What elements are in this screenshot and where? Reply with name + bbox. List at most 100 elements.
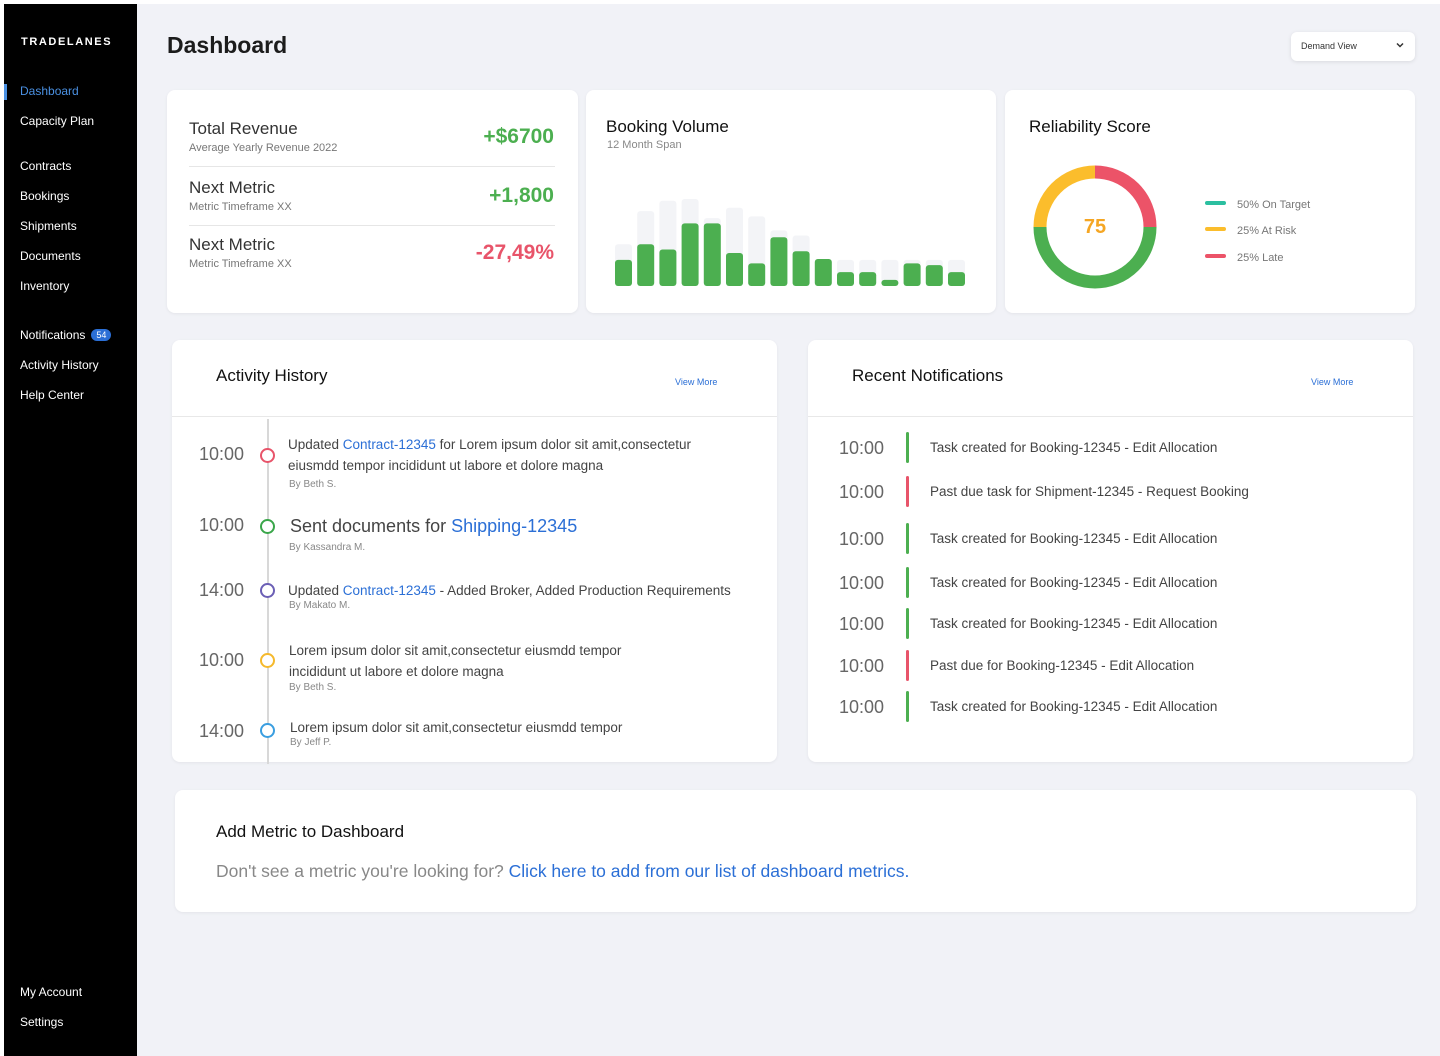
activity-text-pre: Updated [288, 437, 343, 452]
notification-text[interactable]: Task created for Booking-12345 - Edit Al… [930, 616, 1218, 631]
sidebar-item-activity-history[interactable]: Activity History [20, 358, 99, 372]
activity-time: 14:00 [199, 580, 245, 600]
notification-status-bar [906, 691, 909, 722]
activity-author: By Makato M. [289, 600, 351, 611]
bar [748, 263, 766, 286]
notification-count-badge: 54 [91, 329, 112, 341]
notification-status-bar [906, 650, 909, 681]
reliability-score-value: 75 [1083, 216, 1107, 238]
bar [837, 272, 854, 286]
activity-shipping-link[interactable]: Shipping-12345 [451, 516, 578, 536]
metric-subtitle: Average Yearly Revenue 2022 [189, 142, 338, 154]
notification-status-bar [906, 523, 909, 554]
sidebar-item-bookings[interactable]: Bookings [20, 189, 70, 203]
activity-time: 14:00 [199, 721, 245, 741]
view-select-dropdown[interactable]: Demand View [1291, 32, 1415, 61]
notification-time: 10:00 [839, 697, 885, 717]
notification-time: 10:00 [839, 614, 885, 634]
bar [770, 237, 788, 286]
notification-status-bar [906, 608, 909, 639]
activity-text-post: for Lorem ipsum dolor sit amit,consectet… [288, 437, 691, 473]
add-metric-link[interactable]: Click here to add from our list of dashb… [508, 861, 910, 881]
sidebar-item-contracts[interactable]: Contracts [20, 159, 72, 173]
metric-title: Next Metric [189, 178, 275, 197]
activity-view-more-link[interactable]: View More [675, 377, 718, 387]
panel-divider [172, 416, 777, 417]
sidebar-item-settings[interactable]: Settings [20, 1015, 64, 1029]
notification-text[interactable]: Task created for Booking-12345 - Edit Al… [930, 440, 1218, 455]
notification-text[interactable]: Task created for Booking-12345 - Edit Al… [930, 575, 1218, 590]
reliability-card: Reliability Score 75 50% On Target 25% A… [1005, 90, 1415, 313]
bar [792, 251, 810, 286]
metric-value: +$6700 [483, 125, 554, 148]
bar [925, 265, 943, 286]
view-select-value: Demand View [1301, 41, 1357, 51]
sidebar-item-capacity-plan[interactable]: Capacity Plan [20, 114, 95, 128]
metric-divider [189, 225, 555, 226]
activity-time: 10:00 [199, 515, 245, 535]
activity-contract-link[interactable]: Contract-12345 [342, 583, 436, 598]
active-nav-indicator [4, 84, 7, 100]
metric-value: -27,49% [475, 241, 554, 264]
sidebar-item-inventory[interactable]: Inventory [20, 279, 70, 293]
sidebar-item-notifications[interactable]: Notifications 54 [20, 328, 112, 342]
activity-text: Updated Contract-12345 - Added Broker, A… [288, 580, 758, 601]
app-logo: TRADELANES [21, 36, 113, 48]
activity-author: By Beth S. [289, 682, 337, 693]
activity-time: 10:00 [199, 650, 245, 670]
notification-time: 10:00 [839, 438, 885, 458]
card-title: Add Metric to Dashboard [216, 822, 405, 841]
notification-text[interactable]: Past due for Booking-12345 - Edit Alloca… [930, 658, 1195, 673]
card-title: Activity History [216, 366, 328, 385]
activity-contract-link[interactable]: Contract-12345 [342, 437, 436, 452]
add-metric-prompt: Don't see a metric you're looking for? C… [216, 861, 909, 882]
panel-divider [808, 416, 1413, 417]
legend-swatch [1205, 254, 1226, 258]
sidebar-item-my-account[interactable]: My Account [20, 985, 83, 999]
bar [903, 263, 921, 286]
donut-segment [1033, 165, 1096, 228]
page-title: Dashboard [167, 32, 288, 58]
add-metric-card: Add Metric to Dashboard Don't see a metr… [175, 790, 1416, 912]
notification-time: 10:00 [839, 573, 885, 593]
card-title: Reliability Score [1029, 117, 1151, 136]
activity-author: By Beth S. [289, 479, 337, 490]
legend-label: 50% On Target [1237, 199, 1311, 211]
notifications-view-more-link[interactable]: View More [1311, 377, 1354, 387]
chevron-down-icon [1396, 42, 1404, 48]
activity-text: Sent documents for Shipping-12345 [290, 516, 730, 537]
notification-status-bar [906, 567, 909, 598]
activity-time: 10:00 [199, 444, 245, 464]
booking-volume-card: Booking Volume 12 Month Span [586, 90, 996, 313]
sidebar-item-help-center[interactable]: Help Center [20, 388, 85, 402]
metrics-card: Total Revenue Average Yearly Revenue 202… [167, 90, 578, 313]
activity-author: By Kassandra M. [289, 542, 366, 553]
metric-subtitle: Metric Timeframe XX [189, 201, 292, 213]
notification-text[interactable]: Task created for Booking-12345 - Edit Al… [930, 531, 1218, 546]
activity-text: Lorem ipsum dolor sit amit,consectetur e… [290, 720, 623, 735]
metric-subtitle: Metric Timeframe XX [189, 258, 292, 270]
legend-item-on-target: 50% On Target [1205, 199, 1310, 211]
legend-label: 25% At Risk [1237, 225, 1297, 237]
sidebar-item-dashboard[interactable]: Dashboard [20, 84, 79, 98]
notification-time: 10:00 [839, 656, 885, 676]
card-subtitle: 12 Month Span [607, 139, 682, 151]
bar-background [881, 259, 899, 286]
notification-text[interactable]: Task created for Booking-12345 - Edit Al… [930, 699, 1218, 714]
metric-divider [189, 166, 555, 167]
sidebar-item-shipments[interactable]: Shipments [20, 219, 77, 233]
activity-text-pre: Sent documents for [290, 516, 452, 536]
metric-row-total-revenue: Total Revenue Average Yearly Revenue 202… [189, 119, 554, 154]
metric-value: +1,800 [489, 184, 554, 207]
sidebar-item-documents[interactable]: Documents [20, 249, 81, 263]
activity-dot-icon [260, 583, 275, 598]
legend-label: 25% Late [1237, 252, 1284, 264]
notification-time: 10:00 [839, 529, 885, 549]
bar [814, 259, 832, 286]
bar [948, 272, 965, 286]
metric-title: Total Revenue [189, 119, 298, 138]
activity-author: By Jeff P. [290, 737, 332, 748]
notification-text[interactable]: Past due task for Shipment-12345 - Reque… [930, 484, 1249, 499]
bar [681, 223, 699, 286]
reliability-donut-chart [1033, 165, 1157, 289]
